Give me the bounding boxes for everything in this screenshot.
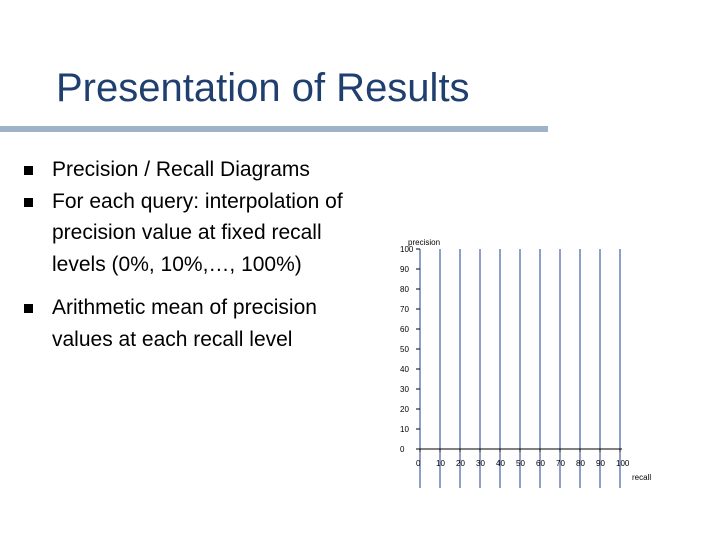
x-tick-label: 40 <box>496 459 505 468</box>
y-axis-title: precision <box>408 238 440 247</box>
y-tick-label: 40 <box>400 365 409 374</box>
bullet-list: Precision / Recall Diagrams For each que… <box>22 154 362 355</box>
x-tick-label: 60 <box>536 459 545 468</box>
bullet-item: For each query: interpolation of precisi… <box>22 186 362 281</box>
x-tick-label: 90 <box>596 459 605 468</box>
y-tick-label: 100 <box>400 245 414 254</box>
bullet-text: Arithmetic mean of precision values at e… <box>52 296 317 351</box>
x-axis-title: recall <box>632 473 651 482</box>
y-tick-label: 50 <box>400 345 409 354</box>
y-tick-label: 30 <box>400 385 409 394</box>
y-tick-label: 10 <box>400 425 409 434</box>
y-tick-label: 60 <box>400 325 409 334</box>
y-tick-label: 0 <box>400 445 405 454</box>
y-tick-label: 20 <box>400 405 409 414</box>
y-tick-label: 70 <box>400 305 409 314</box>
x-tick-label: 30 <box>476 459 485 468</box>
x-tick-label: 0 <box>416 459 421 468</box>
x-tick-label: 10 <box>436 459 445 468</box>
x-tick-label: 50 <box>516 459 525 468</box>
y-tick-label: 90 <box>400 265 409 274</box>
x-tick-label: 100 <box>616 459 630 468</box>
bullet-square-icon <box>24 197 33 207</box>
bullet-square-icon <box>24 304 33 313</box>
bullet-square-icon <box>24 166 33 175</box>
bullet-text: Precision / Recall Diagrams <box>52 158 310 181</box>
title-underline <box>0 126 548 132</box>
bullet-item: Precision / Recall Diagrams <box>22 154 362 186</box>
x-tick-label: 70 <box>556 459 565 468</box>
x-tick-label: 80 <box>576 459 585 468</box>
y-tick-label: 80 <box>400 285 409 294</box>
bullet-item: Arithmetic mean of precision values at e… <box>22 292 362 355</box>
slide-title: Presentation of Results <box>56 66 470 110</box>
x-tick-label: 20 <box>456 459 465 468</box>
bullet-text: For each query: interpolation of precisi… <box>52 189 343 276</box>
